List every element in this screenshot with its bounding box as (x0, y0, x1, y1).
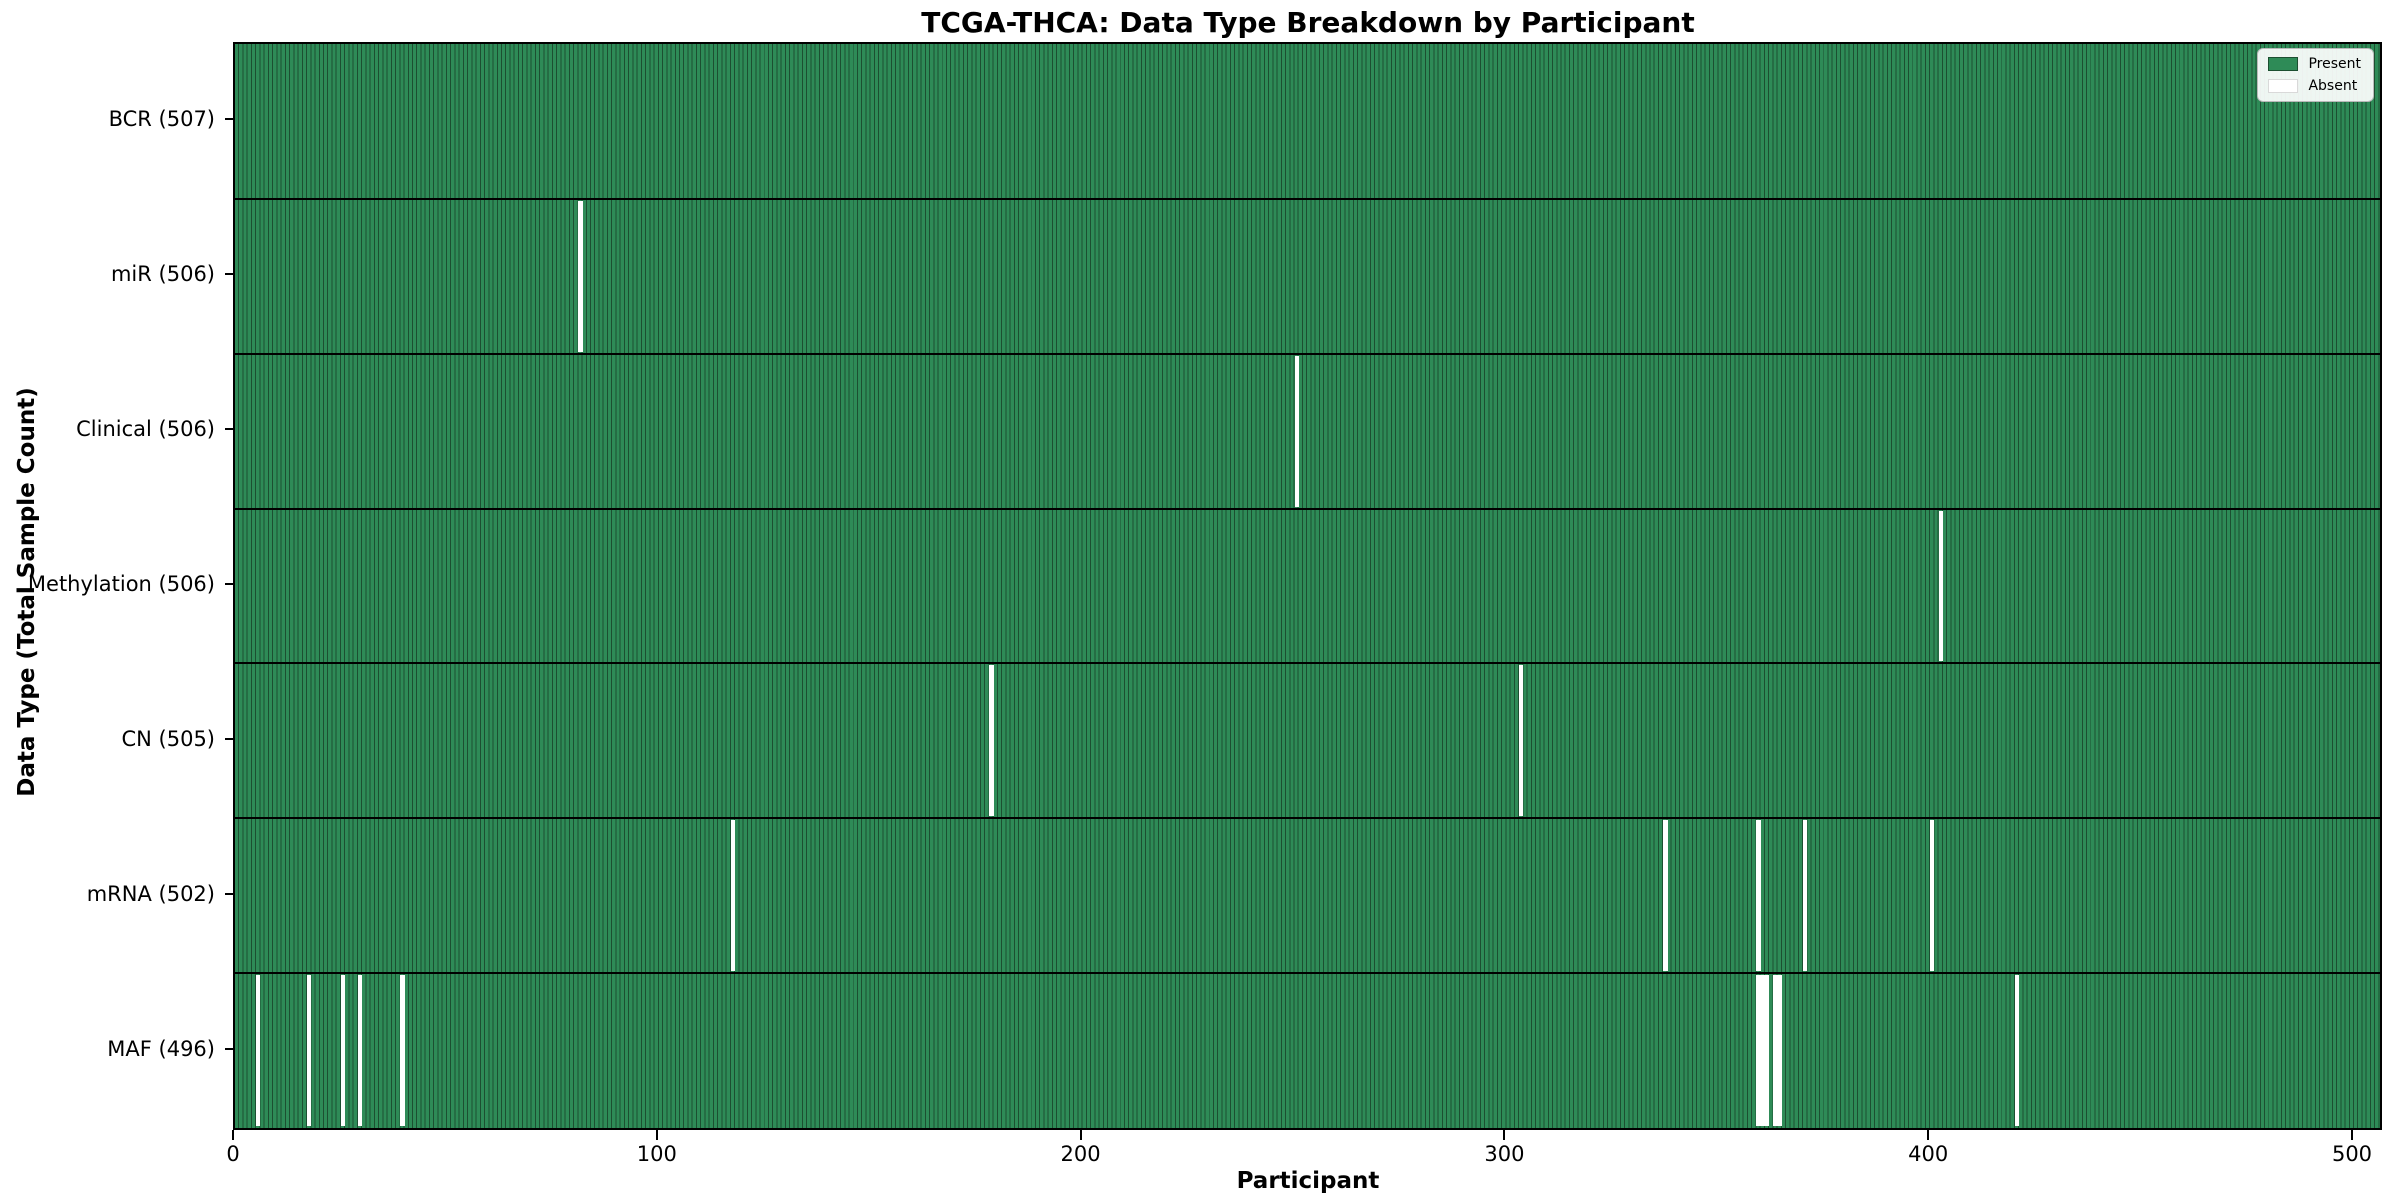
legend-item-absent: Absent (2268, 78, 2361, 94)
legend-label-absent: Absent (2308, 78, 2358, 94)
xtick-mark (232, 1130, 234, 1140)
ytick-label-maf: MAF (496) (107, 1036, 215, 1061)
absent-marker (989, 665, 994, 817)
absent-marker (578, 200, 583, 352)
absent-marker (256, 975, 261, 1126)
absent-swatch (2268, 79, 2299, 93)
ytick-label-clinical: Clinical (506) (76, 417, 215, 442)
absent-marker (340, 975, 346, 1126)
ytick-label-mir: miR (506) (110, 262, 215, 287)
xtick-label-400: 400 (1908, 1142, 1949, 1166)
chart-title: TCGA-THCA: Data Type Breakdown by Partic… (921, 6, 1695, 39)
absent-marker (357, 975, 363, 1126)
absent-marker (1756, 975, 1761, 1126)
row-bcr (235, 44, 2380, 199)
absent-marker (1803, 820, 1808, 972)
row-divider (235, 197, 2380, 200)
absent-marker (1773, 975, 1778, 1126)
row-divider (235, 817, 2380, 820)
ytick-mark (225, 428, 233, 431)
xtick-mark (2351, 1130, 2353, 1140)
ytick-mark (225, 583, 233, 585)
xtick-mark (655, 1130, 658, 1140)
absent-marker (1294, 355, 1299, 507)
absent-marker (307, 975, 312, 1126)
row-divider (235, 662, 2380, 665)
ytick-label-methylation: Methylation (506) (27, 572, 215, 596)
ytick-mark (225, 273, 233, 276)
xtick-mark (1079, 1130, 1082, 1140)
ytick-mark (225, 737, 233, 740)
xtick-label-300: 300 (1484, 1142, 1525, 1166)
xtick-label-0: 0 (226, 1142, 240, 1166)
row-divider (235, 352, 2380, 355)
plot-area: Present Absent (233, 42, 2382, 1130)
ytick-mark (225, 892, 233, 895)
row-divider (235, 972, 2380, 975)
absent-marker (1663, 820, 1668, 972)
legend-item-present: Present (2268, 56, 2361, 72)
absent-marker (2014, 975, 2020, 1126)
absent-marker (400, 975, 405, 1126)
absent-marker (1764, 975, 1770, 1126)
xtick-label-200: 200 (1060, 1142, 1101, 1166)
absent-marker (1760, 975, 1765, 1126)
row-divider (235, 507, 2380, 510)
row-cn (235, 663, 2380, 819)
legend-label-present: Present (2308, 56, 2361, 72)
row-clinical (235, 353, 2380, 509)
absent-marker (1938, 510, 1943, 662)
row-methylation (235, 508, 2380, 664)
row-maf (235, 973, 2380, 1128)
ytick-mark (225, 118, 233, 121)
present-swatch (2268, 57, 2299, 71)
absent-marker (1519, 665, 1524, 817)
ytick-label-cn: CN (505) (121, 726, 215, 751)
ytick-mark (225, 1047, 233, 1050)
xtick-label-500: 500 (2331, 1142, 2373, 1166)
x-axis-label: Participant (1236, 1168, 1380, 1194)
row-mrna (235, 818, 2380, 974)
xtick-label-100: 100 (636, 1142, 677, 1166)
ytick-label-bcr: BCR (507) (108, 107, 215, 132)
ytick-label-mrna: mRNA (502) (86, 881, 215, 906)
absent-marker (730, 820, 736, 972)
absent-marker (1777, 975, 1782, 1126)
legend: Present Absent (2257, 48, 2374, 102)
xtick-mark (1927, 1130, 1930, 1140)
xtick-mark (1503, 1130, 1506, 1140)
absent-marker (1930, 820, 1935, 972)
row-mir (235, 198, 2380, 354)
absent-marker (1756, 820, 1761, 972)
